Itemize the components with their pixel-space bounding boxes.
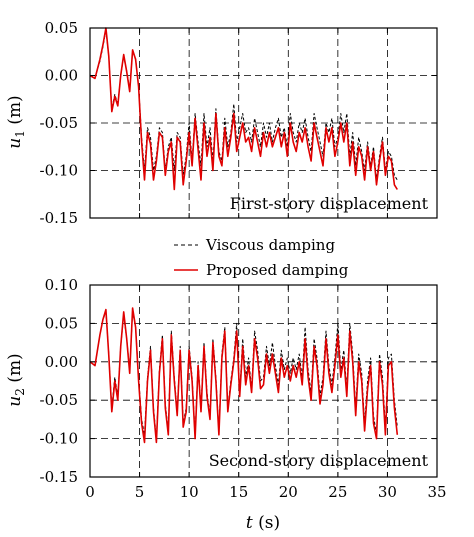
plot-lines: [89, 27, 398, 191]
ticks: 0 5 10 15 20 25 30 35 0.10 0.05 0.00 -0.05 -0.10 -0.1…: [40, 276, 447, 501]
x-tick-label: 20: [279, 483, 298, 501]
y-axis-subscript: 1: [13, 130, 27, 138]
y-axis-unit: (m): [5, 353, 25, 388]
y-tick-label: 0.00: [45, 353, 78, 371]
panel-second-story: 0 5 10 15 20 25 30 35 0.10 0.05 0.00 -0.05 -0.10 -0.1…: [5, 276, 447, 533]
y-tick-label: 0.05: [45, 314, 78, 332]
y-tick-label: -0.10: [40, 162, 78, 180]
grid: [90, 28, 437, 218]
x-axis-symbol: t: [246, 513, 253, 533]
x-tick-label: 0: [85, 483, 95, 501]
legend: Viscous damping Proposed damping: [174, 236, 349, 279]
ticks: 0.05 0.00 -0.05 -0.10 -0.15: [40, 19, 438, 227]
x-axis-unit: (s): [253, 513, 280, 533]
svg-text:u1 (m): u1 (m): [5, 95, 27, 148]
y-axis-symbol: u: [5, 396, 25, 407]
y-axis-label: u1 (m): [5, 95, 27, 148]
y-tick-label: -0.15: [40, 209, 78, 227]
y-tick-label: 0.10: [45, 276, 78, 294]
series-proposed-damping: [89, 27, 398, 191]
y-axis-label: u2 (m): [5, 353, 27, 406]
panel-first-story: 0.05 0.00 -0.05 -0.10 -0.15 u1 (m) First-sto…: [5, 19, 438, 227]
y-tick-label: -0.05: [40, 114, 78, 132]
y-tick-label: 0.05: [45, 19, 78, 37]
y-tick-label: 0.00: [45, 67, 78, 85]
x-tick-label: 25: [328, 483, 347, 501]
annotation: Second-story displacement: [209, 451, 429, 470]
y-axis-symbol: u: [5, 138, 25, 149]
y-tick-label: -0.05: [40, 391, 78, 409]
y-axis-unit: (m): [5, 95, 25, 130]
y-tick-label: -0.15: [40, 468, 78, 486]
plot-lines: [89, 307, 399, 444]
svg-text:u2 (m): u2 (m): [5, 353, 27, 406]
series-proposed-damping: [89, 307, 399, 444]
x-axis-label: t (s): [246, 513, 280, 533]
legend-label-viscous: Viscous damping: [205, 236, 335, 254]
x-tick-label: 30: [378, 483, 397, 501]
plot-frame: [89, 284, 438, 478]
legend-label-proposed: Proposed damping: [206, 261, 349, 279]
x-tick-label: 5: [135, 483, 145, 501]
y-axis-subscript: 2: [13, 388, 27, 396]
annotation: First-story displacement: [230, 194, 429, 213]
x-tick-label: 35: [427, 483, 446, 501]
x-tick-label: 10: [180, 483, 199, 501]
y-tick-label: -0.10: [40, 430, 78, 448]
x-tick-label: 15: [229, 483, 248, 501]
